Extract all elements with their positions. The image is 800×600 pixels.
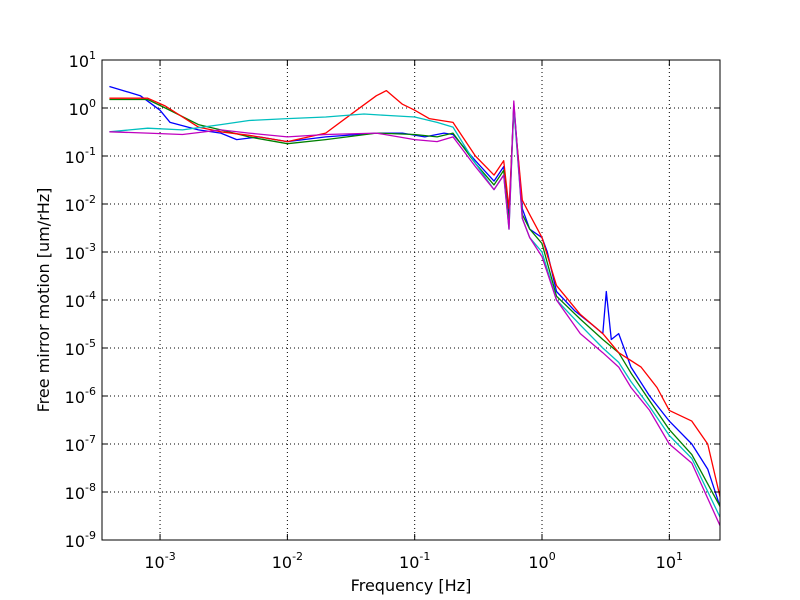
series-line-5 — [109, 100, 720, 526]
y-axis-label: Free mirror motion [um/rHz] — [34, 188, 53, 413]
x-tick-label: 10-1 — [399, 550, 430, 572]
y-tick-label: 10-8 — [65, 481, 96, 503]
y-tick-label: 10-2 — [65, 193, 96, 215]
x-tick-label: 10-2 — [272, 550, 303, 572]
y-tick-label: 101 — [69, 49, 96, 71]
y-tick-label: 10-3 — [65, 241, 96, 263]
series-group — [109, 85, 720, 526]
y-tick-label: 100 — [69, 97, 96, 119]
y-tick-label: 10-7 — [65, 433, 96, 455]
y-tick-label: 10-1 — [65, 145, 96, 167]
x-axis-label: Frequency [Hz] — [351, 576, 472, 595]
series-line-3 — [109, 89, 720, 497]
y-tick-label: 10-6 — [65, 385, 96, 407]
x-tick-label: 10-3 — [144, 550, 175, 572]
y-tick-label: 10-4 — [65, 289, 96, 311]
x-tick-label: 101 — [656, 550, 683, 572]
y-tick-label: 10-5 — [65, 337, 96, 359]
y-tick-label: 10-9 — [65, 529, 96, 551]
x-tick-label: 100 — [528, 550, 555, 572]
ticks: 10-3 10-2 10-1 100 101 101 100 10-1 10-2 10-3 10-4… — [65, 49, 720, 572]
